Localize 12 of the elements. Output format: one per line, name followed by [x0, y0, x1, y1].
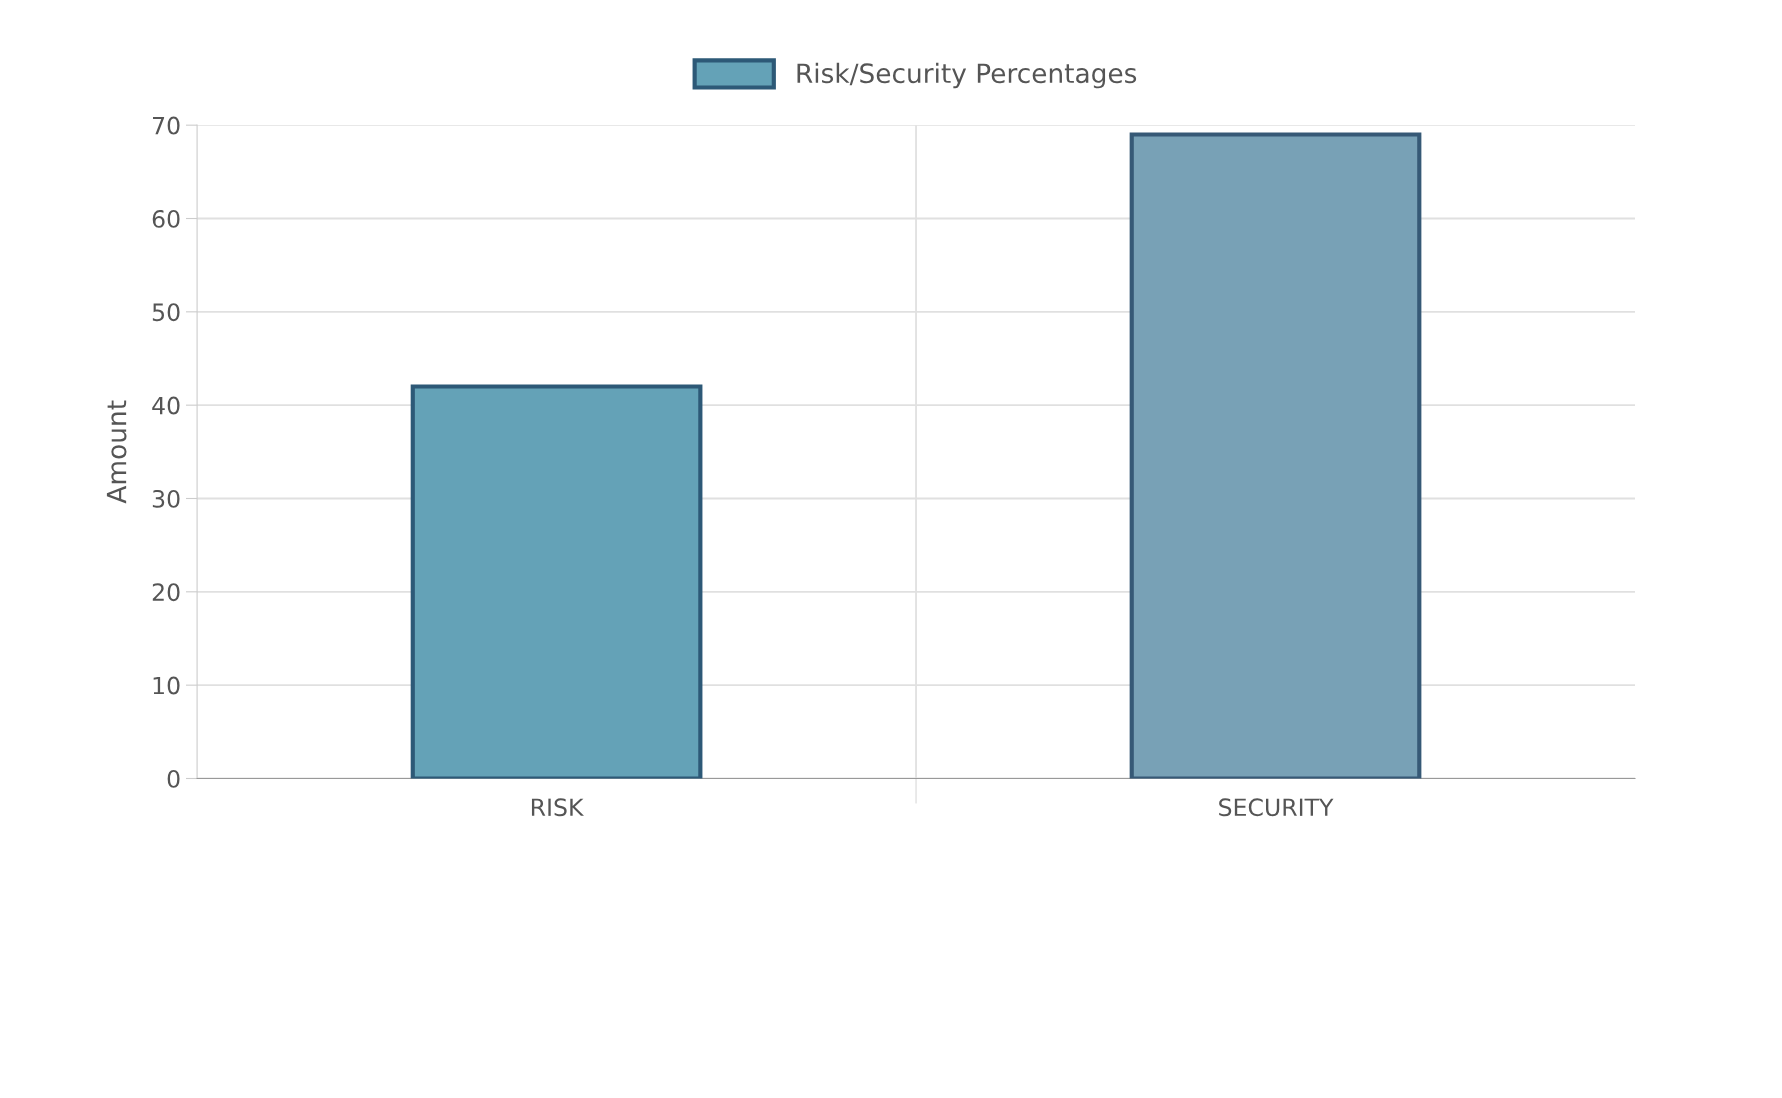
y-tick-label: 10: [153, 676, 180, 695]
x-tick-label: RISK: [531, 798, 584, 817]
y-tick-label: 0: [167, 769, 180, 788]
y-tick-label: 40: [152, 396, 180, 415]
y-tick-label: 60: [152, 209, 180, 228]
y-tick-label: 50: [152, 303, 180, 322]
y-tick-label: 30: [152, 489, 180, 508]
y-tick-label: 20: [152, 583, 180, 602]
legend-label: Risk/Security Percentages: [797, 62, 1137, 89]
x-tick-label: SECURITY: [1219, 798, 1334, 817]
y-tick-label: 70: [153, 116, 180, 135]
y-axis-title: Amount: [106, 400, 127, 504]
